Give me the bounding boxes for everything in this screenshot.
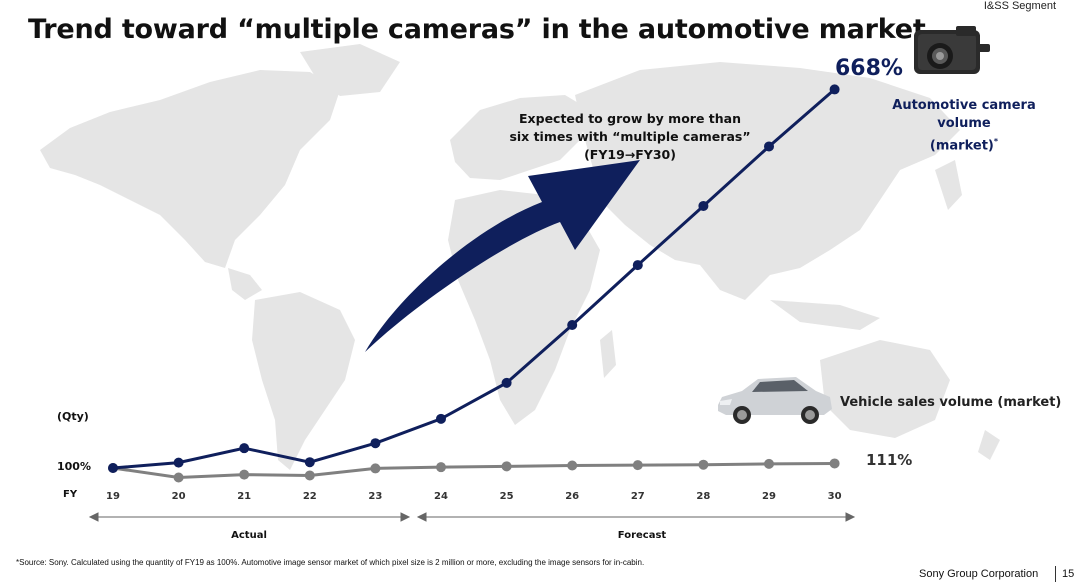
vehicle-growth-label: 111% <box>866 451 913 469</box>
camera-series-footnote-mark: * <box>993 137 999 146</box>
camera-point-fy26 <box>567 319 578 330</box>
camera-point-fy20 <box>173 457 184 468</box>
vehicle-series-label: Vehicle sales volume (market) <box>840 395 1062 410</box>
expectation-line-1: Expected to grow by more than <box>519 111 741 126</box>
x-tick-label-27: 27 <box>630 491 645 502</box>
camera-point-fy22 <box>304 457 315 468</box>
camera-point-fy21 <box>239 443 250 454</box>
vehicle-point-fy23 <box>370 463 381 474</box>
x-tick-label-28: 28 <box>696 491 711 502</box>
source-footnote: *Source: Sony. Calculated using the quan… <box>16 558 645 567</box>
vehicle-sales-line <box>112 461 835 480</box>
expectation-note: Expected to grow by more than six times … <box>505 110 755 164</box>
vehicle-point-fy24 <box>436 462 446 473</box>
x-tick-label-29: 29 <box>762 491 776 502</box>
period-actual-label: Actual <box>231 530 267 541</box>
camera-point-fy28 <box>698 200 709 211</box>
camera-series-label-line2: (market) <box>929 138 994 154</box>
vehicle-point-fy26 <box>567 460 578 471</box>
x-tick-label-23: 23 <box>368 491 383 502</box>
camera-point-fy27 <box>632 260 643 271</box>
vehicle-point-fy27 <box>632 460 643 471</box>
vehicle-point-fy21 <box>239 469 250 480</box>
camera-volume-line <box>112 88 836 470</box>
forecast-period-arrow <box>416 512 856 522</box>
camera-point-fy25 <box>501 377 512 388</box>
camera-point-fy30 <box>829 84 840 95</box>
vehicle-point-fy30 <box>829 458 840 469</box>
y-axis-unit: (Qty) <box>57 410 89 423</box>
vehicle-point-fy29 <box>764 458 774 469</box>
camera-series-label: Automotive camera volume (market)* <box>866 97 1062 155</box>
camera-point-fy23 <box>370 438 381 449</box>
x-tick-label-24: 24 <box>434 491 448 502</box>
expectation-line-2: six times with “multiple cameras” <box>509 129 751 144</box>
vehicle-point-fy28 <box>698 459 709 470</box>
page-title: Trend toward “multiple cameras” in the a… <box>28 14 926 45</box>
camera-point-fy29 <box>764 141 774 152</box>
camera-point-fy19 <box>108 463 118 473</box>
page-number: 15 <box>1062 568 1075 580</box>
growth-arrow <box>365 160 640 352</box>
x-tick-label-22: 22 <box>302 491 317 502</box>
vehicle-point-fy25 <box>501 461 512 472</box>
segment-label: I&SS Segment <box>983 0 1056 12</box>
x-tick-label-26: 26 <box>565 491 580 502</box>
vehicle-point-fy22 <box>304 470 315 481</box>
page-separator <box>1055 566 1056 582</box>
vehicle-point-fy20 <box>173 472 184 483</box>
vehicle-image <box>718 377 832 424</box>
x-tick-label-19: 19 <box>106 491 120 502</box>
x-tick-label-20: 20 <box>171 491 186 502</box>
period-forecast-label: Forecast <box>617 530 667 541</box>
x-tick-label-30: 30 <box>827 491 842 502</box>
x-axis-prefix: FY <box>63 489 78 500</box>
x-tick-label-25: 25 <box>499 491 514 502</box>
expectation-line-3: (FY19→FY30) <box>584 147 676 162</box>
camera-point-fy24 <box>436 413 446 424</box>
camera-growth-label: 668% <box>835 56 903 81</box>
camera-series-label-line1: Automotive camera volume <box>892 98 1036 131</box>
y-baseline-label: 100% <box>57 460 91 473</box>
automotive-camera-image <box>914 26 990 74</box>
company-name: Sony Group Corporation <box>919 568 1039 580</box>
x-tick-label-21: 21 <box>237 491 252 502</box>
actual-period-arrow <box>88 512 411 522</box>
